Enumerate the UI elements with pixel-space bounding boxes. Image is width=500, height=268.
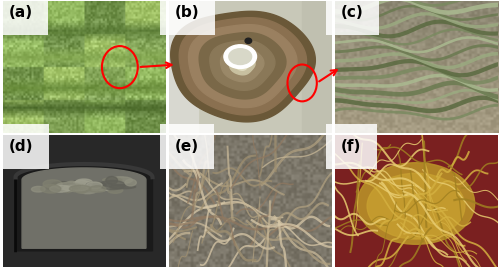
Bar (302, 1, 332, 133)
Ellipse shape (50, 185, 71, 192)
Polygon shape (188, 25, 297, 107)
Polygon shape (199, 33, 286, 99)
Ellipse shape (32, 187, 45, 192)
Ellipse shape (229, 49, 252, 65)
Ellipse shape (70, 185, 91, 192)
Text: (d): (d) (9, 139, 34, 154)
Polygon shape (22, 168, 146, 248)
Ellipse shape (72, 181, 91, 188)
Ellipse shape (125, 179, 136, 186)
Ellipse shape (56, 185, 73, 192)
Ellipse shape (224, 45, 256, 68)
Text: (c): (c) (341, 5, 364, 20)
Ellipse shape (62, 184, 73, 193)
Polygon shape (210, 40, 275, 90)
Ellipse shape (367, 173, 465, 239)
Polygon shape (229, 55, 255, 75)
Ellipse shape (40, 184, 61, 193)
Ellipse shape (63, 185, 88, 191)
Ellipse shape (65, 181, 78, 189)
Polygon shape (180, 18, 306, 115)
Ellipse shape (86, 182, 106, 187)
Text: (f): (f) (341, 139, 361, 154)
Ellipse shape (358, 163, 474, 244)
Ellipse shape (245, 38, 252, 43)
Ellipse shape (66, 181, 88, 187)
Bar (168, 1, 198, 133)
Ellipse shape (86, 182, 102, 189)
Ellipse shape (99, 180, 125, 190)
Polygon shape (170, 11, 316, 122)
Ellipse shape (76, 187, 86, 193)
Ellipse shape (56, 183, 80, 190)
Ellipse shape (46, 184, 64, 191)
Ellipse shape (88, 187, 109, 191)
Ellipse shape (54, 183, 76, 189)
Ellipse shape (102, 178, 122, 182)
Ellipse shape (106, 177, 118, 184)
Polygon shape (220, 49, 264, 82)
Text: (b): (b) (175, 5, 200, 20)
Ellipse shape (108, 177, 132, 184)
Ellipse shape (108, 187, 123, 193)
Ellipse shape (52, 182, 72, 187)
Text: (e): (e) (175, 139, 199, 154)
Ellipse shape (43, 180, 62, 188)
Polygon shape (16, 164, 152, 251)
Ellipse shape (76, 185, 98, 194)
Polygon shape (234, 59, 249, 70)
Text: (a): (a) (9, 5, 33, 20)
Ellipse shape (66, 184, 89, 191)
Ellipse shape (76, 179, 92, 186)
Ellipse shape (89, 186, 106, 192)
Ellipse shape (110, 185, 136, 189)
